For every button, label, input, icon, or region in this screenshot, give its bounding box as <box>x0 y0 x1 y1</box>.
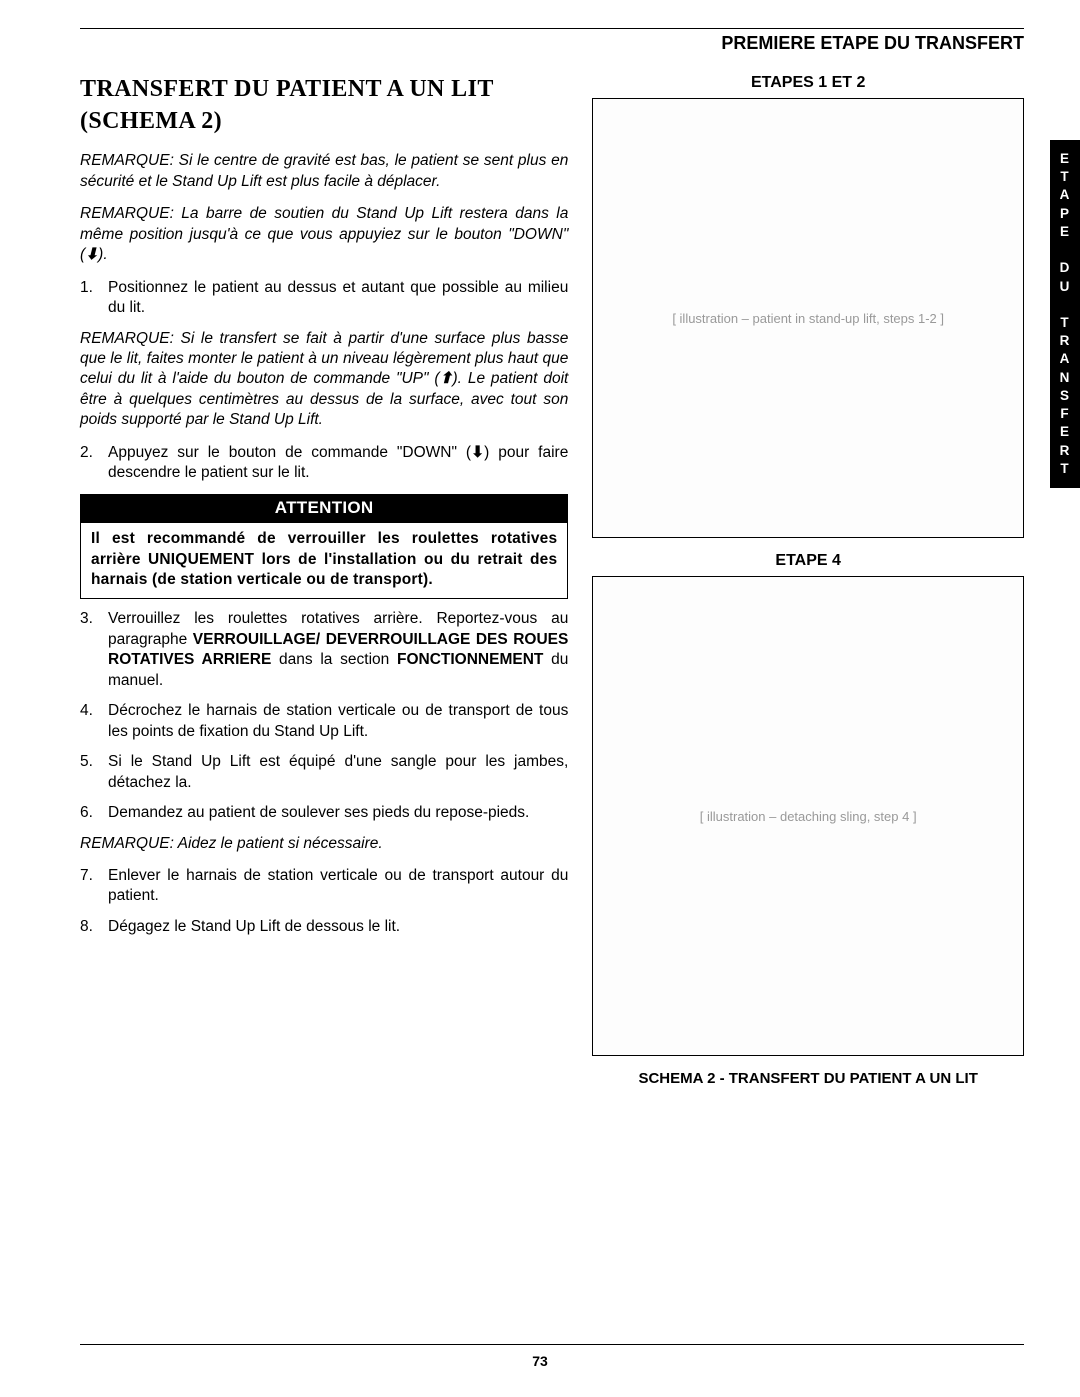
side-tab: E T A P E D U T R A N S F E R T <box>1050 140 1080 488</box>
figure-label: ETAPE 4 <box>592 552 1024 570</box>
side-tab-letter: E <box>1050 150 1080 168</box>
side-tab-letter: D <box>1050 259 1080 277</box>
up-arrow-icon: ⬆ <box>440 370 453 387</box>
figure-caption: SCHEMA 2 - TRANSFERT DU PATIENT A UN LIT <box>592 1070 1024 1087</box>
list-number: 6. <box>80 803 108 823</box>
side-tab-letter: T <box>1050 460 1080 478</box>
down-arrow-icon: ⬇ <box>471 444 484 461</box>
side-tab-letter: T <box>1050 168 1080 186</box>
list-number: 7. <box>80 866 108 907</box>
side-tab-letter: E <box>1050 223 1080 241</box>
list-text: Si le Stand Up Lift est équipé d'une san… <box>108 752 568 793</box>
figure-illustration-1: [ illustration – patient in stand-up lif… <box>592 98 1024 538</box>
bottom-rule <box>80 1344 1024 1345</box>
side-tab-gap <box>1050 241 1080 259</box>
list-text: Demandez au patient de soulever ses pied… <box>108 803 568 823</box>
side-tab-letter: U <box>1050 278 1080 296</box>
remark-text-part: ). <box>98 246 107 263</box>
left-column: TRANSFERT DU PATIENT A UN LIT (SCHEMA 2)… <box>80 74 568 1087</box>
list-item: 6. Demandez au patient de soulever ses p… <box>80 803 568 823</box>
side-tab-letter: R <box>1050 442 1080 460</box>
side-tab-gap <box>1050 296 1080 314</box>
list-text: Verrouillez les roulettes rotatives arri… <box>108 609 568 691</box>
page: PREMIERE ETAPE DU TRANSFERT E T A P E D … <box>0 0 1080 1397</box>
down-arrow-icon: ⬇ <box>85 246 98 263</box>
attention-header: ATTENTION <box>80 494 568 523</box>
list-text-part: Appuyez sur le bouton de commande "DOWN"… <box>108 444 471 461</box>
list-text: Décrochez le harnais de station vertical… <box>108 701 568 742</box>
side-tab-letter: S <box>1050 387 1080 405</box>
page-number: 73 <box>0 1353 1080 1369</box>
list-item: 3. Verrouillez les roulettes rotatives a… <box>80 609 568 691</box>
list-number: 2. <box>80 443 108 484</box>
list-text-bold: FONCTIONNEMENT <box>397 651 543 668</box>
list-text: Positionnez le patient au dessus et auta… <box>108 278 568 319</box>
list-number: 8. <box>80 917 108 937</box>
list-text: Appuyez sur le bouton de commande "DOWN"… <box>108 443 568 484</box>
list-number: 5. <box>80 752 108 793</box>
list-text-part: dans la section <box>271 651 397 668</box>
list-number: 4. <box>80 701 108 742</box>
side-tab-letter: R <box>1050 332 1080 350</box>
attention-body: Il est recommandé de verrouiller les rou… <box>80 523 568 599</box>
section-title: TRANSFERT DU PATIENT A UN LIT (SCHEMA 2) <box>80 74 568 137</box>
columns: TRANSFERT DU PATIENT A UN LIT (SCHEMA 2)… <box>80 74 1024 1087</box>
side-tab-letter: A <box>1050 350 1080 368</box>
list-item: 7. Enlever le harnais de station vertica… <box>80 866 568 907</box>
list-number: 3. <box>80 609 108 691</box>
side-tab-letter: E <box>1050 423 1080 441</box>
figure-label: ETAPES 1 ET 2 <box>592 74 1024 92</box>
side-tab-letter: T <box>1050 314 1080 332</box>
remark-text-part: REMARQUE: La barre de soutien du Stand U… <box>80 205 568 263</box>
list-item: 8. Dégagez le Stand Up Lift de dessous l… <box>80 917 568 937</box>
list-text: Dégagez le Stand Up Lift de dessous le l… <box>108 917 568 937</box>
top-rule <box>80 28 1024 29</box>
remark-text: REMARQUE: Aidez le patient si nécessaire… <box>80 834 568 854</box>
list-item: 1. Positionnez le patient au dessus et a… <box>80 278 568 319</box>
remark-text: REMARQUE: La barre de soutien du Stand U… <box>80 204 568 265</box>
side-tab-letter: N <box>1050 369 1080 387</box>
remark-text: REMARQUE: Si le centre de gravité est ba… <box>80 151 568 192</box>
list-item: 2. Appuyez sur le bouton de commande "DO… <box>80 443 568 484</box>
page-header: PREMIERE ETAPE DU TRANSFERT <box>80 33 1024 54</box>
side-tab-letter: F <box>1050 405 1080 423</box>
list-number: 1. <box>80 278 108 319</box>
right-column: ETAPES 1 ET 2 [ illustration – patient i… <box>592 74 1024 1087</box>
side-tab-letter: A <box>1050 186 1080 204</box>
remark-text: REMARQUE: Si le transfert se fait à part… <box>80 329 568 431</box>
list-text: Enlever le harnais de station verticale … <box>108 866 568 907</box>
list-item: 4. Décrochez le harnais de station verti… <box>80 701 568 742</box>
list-item: 5. Si le Stand Up Lift est équipé d'une … <box>80 752 568 793</box>
side-tab-letter: P <box>1050 205 1080 223</box>
figure-illustration-2: [ illustration – detaching sling, step 4… <box>592 576 1024 1056</box>
